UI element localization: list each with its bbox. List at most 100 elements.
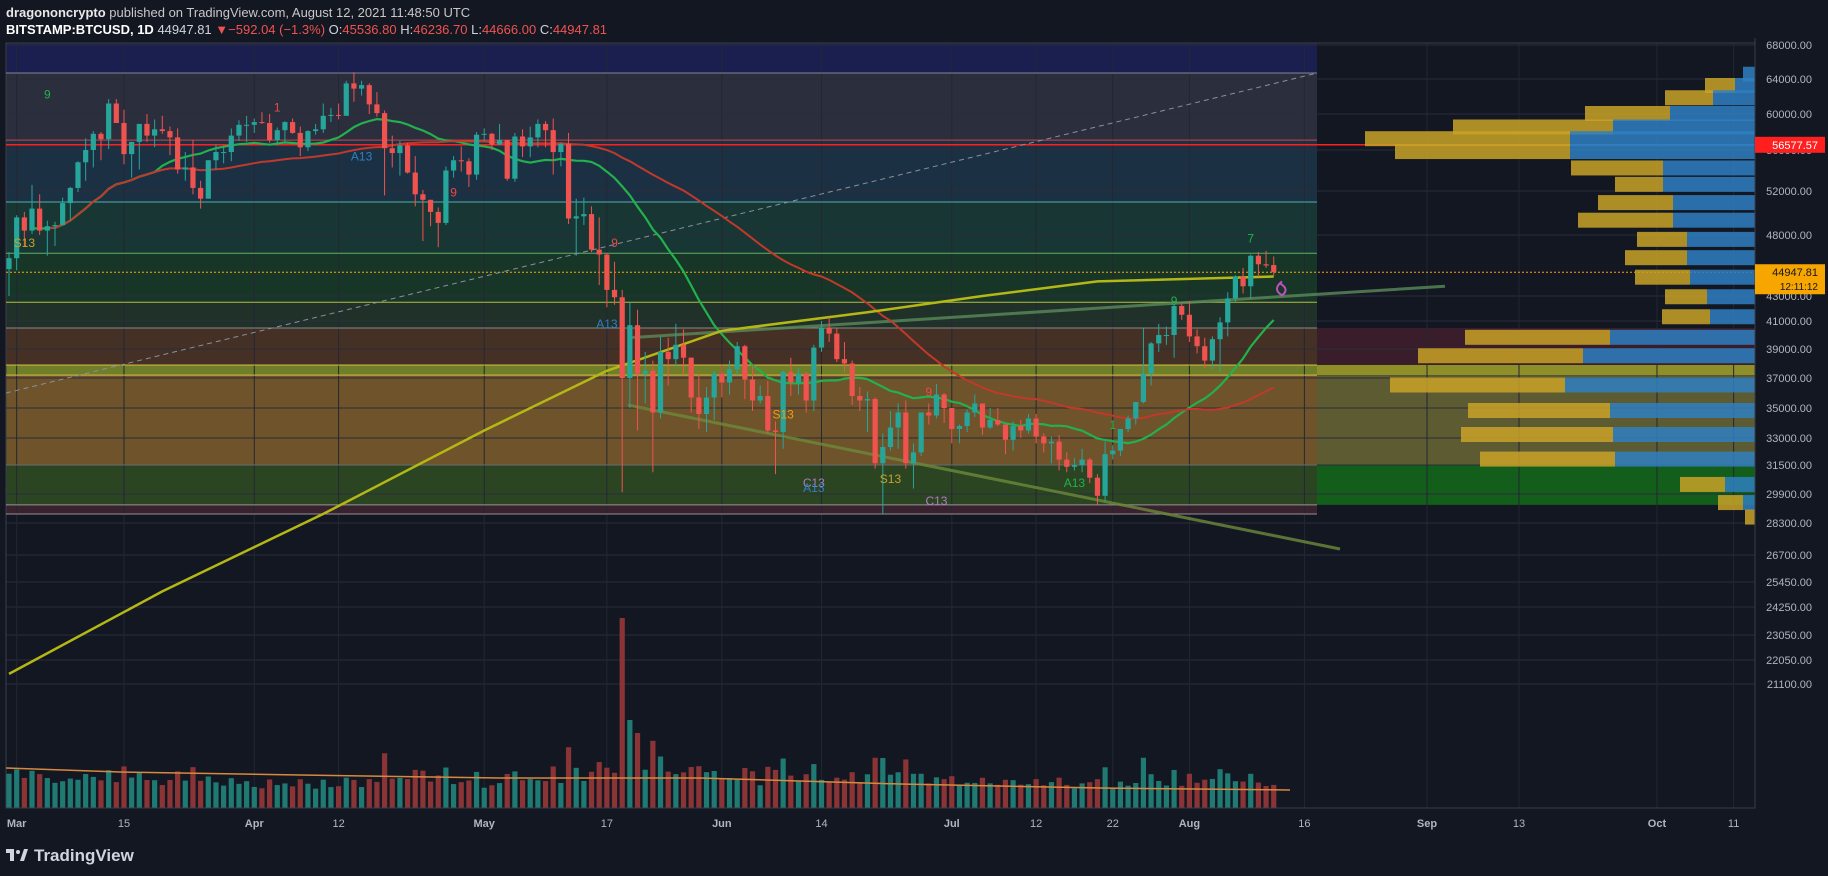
candle [37, 194, 43, 235]
candle [90, 131, 96, 168]
annotation-label: 9 [1171, 294, 1178, 308]
volume-bar [374, 781, 380, 808]
candle-body [1087, 459, 1093, 478]
profile-bar-gold [1480, 451, 1615, 467]
price-tick-label: 39000.00 [1766, 344, 1812, 356]
candle-body [956, 426, 963, 429]
candle [313, 123, 319, 135]
volume-bar [680, 772, 687, 808]
candle [918, 412, 924, 456]
volume-bar [1255, 782, 1261, 808]
candle [1094, 474, 1101, 505]
candle-body [573, 216, 579, 219]
volume-bar [979, 777, 986, 808]
candle-body [205, 160, 211, 199]
profile-bar-blue [1565, 377, 1755, 393]
volume-bar [205, 776, 211, 808]
volume-bar [857, 782, 863, 808]
volume-bar [228, 778, 234, 808]
time-tick-label: Sep [1417, 818, 1437, 830]
volume-bar [496, 783, 503, 808]
candle-body [1179, 306, 1185, 315]
volume-bar [818, 779, 825, 808]
candle-body [1163, 335, 1170, 336]
volume-bar [1156, 781, 1162, 808]
candle [795, 367, 802, 395]
volume-bar [826, 782, 832, 808]
candle-body [282, 122, 288, 131]
candle [159, 115, 165, 134]
candle [1248, 254, 1254, 299]
candle [98, 132, 104, 161]
candle [903, 400, 909, 469]
candle [435, 207, 441, 248]
candle-body [1079, 459, 1085, 465]
time-tick-label: 13 [1513, 818, 1525, 830]
candle-body [190, 167, 196, 188]
candle-body [910, 452, 917, 464]
volume-bar [918, 773, 924, 808]
profile-bar-gold [1615, 176, 1663, 192]
candle-body [458, 160, 464, 162]
candle [1240, 267, 1246, 294]
candle-body [98, 133, 104, 140]
volume-bar [259, 788, 265, 808]
candle-body [1025, 418, 1032, 431]
volume-bar [719, 778, 725, 808]
profile-bar-blue [1713, 90, 1755, 106]
volume-bars [5, 618, 1291, 808]
price-zone-bands [6, 43, 1755, 514]
brand-name: TradingView [34, 846, 134, 865]
volume-bar [834, 777, 840, 808]
candle-body [627, 325, 633, 378]
time-tick-label: 12 [1030, 818, 1042, 830]
volume-bar [696, 766, 702, 808]
profile-bar-blue [1673, 195, 1755, 211]
profile-bar-blue [1570, 144, 1755, 160]
price-axis[interactable]: 68000.0064000.0060000.0056000.0052000.00… [1754, 38, 1828, 808]
candle [642, 351, 648, 404]
candle-body [558, 143, 564, 153]
red-level-tag-text: 56577.57 [1772, 140, 1818, 152]
profile-bar-gold [1705, 78, 1735, 93]
time-tick-label: 22 [1107, 818, 1119, 830]
candle [527, 126, 533, 158]
candle [811, 344, 817, 411]
author-name[interactable]: dragononcrypto [6, 5, 106, 20]
volume-bar [1025, 784, 1032, 808]
candle-body [466, 161, 472, 175]
time-tick-label: 11 [1728, 818, 1739, 830]
candle [1018, 420, 1024, 438]
volume-bar [335, 786, 342, 808]
volume-bar [67, 778, 73, 808]
candle-body [504, 140, 510, 179]
annotation-label: 7 [1247, 231, 1254, 245]
candle-body [175, 137, 181, 170]
tradingview-brand[interactable]: TradingView [6, 846, 134, 866]
volume-bar [1140, 757, 1147, 808]
volume-bar [297, 779, 303, 808]
candle [274, 127, 280, 146]
candle-body [14, 217, 20, 259]
volume-bar [305, 783, 311, 808]
volume-bar [1179, 785, 1185, 808]
candle [987, 408, 993, 429]
symbol-label[interactable]: BITSTAMP:BTCUSD, 1D [6, 22, 154, 37]
candle [358, 80, 365, 96]
candle-body [895, 412, 901, 428]
volume-bar [1087, 782, 1093, 808]
low-value: 44666.00 [481, 22, 537, 37]
volume-bar [949, 776, 955, 808]
candle-body [44, 226, 50, 231]
candle [1056, 435, 1062, 471]
down-arrow-icon: ▼ [215, 22, 229, 37]
candle [205, 160, 211, 199]
candle-body [21, 217, 27, 231]
price-tick-label: 60000.00 [1766, 109, 1812, 121]
moving-averages [8, 117, 1275, 676]
candle [496, 123, 503, 146]
volume-bar [37, 774, 43, 808]
time-axis[interactable]: Mar 15 Apr 12 May 17 Jun 14 Jul 12 22 Aug 16 Sep 13 Oct… [6, 807, 1755, 830]
candle [673, 323, 679, 367]
